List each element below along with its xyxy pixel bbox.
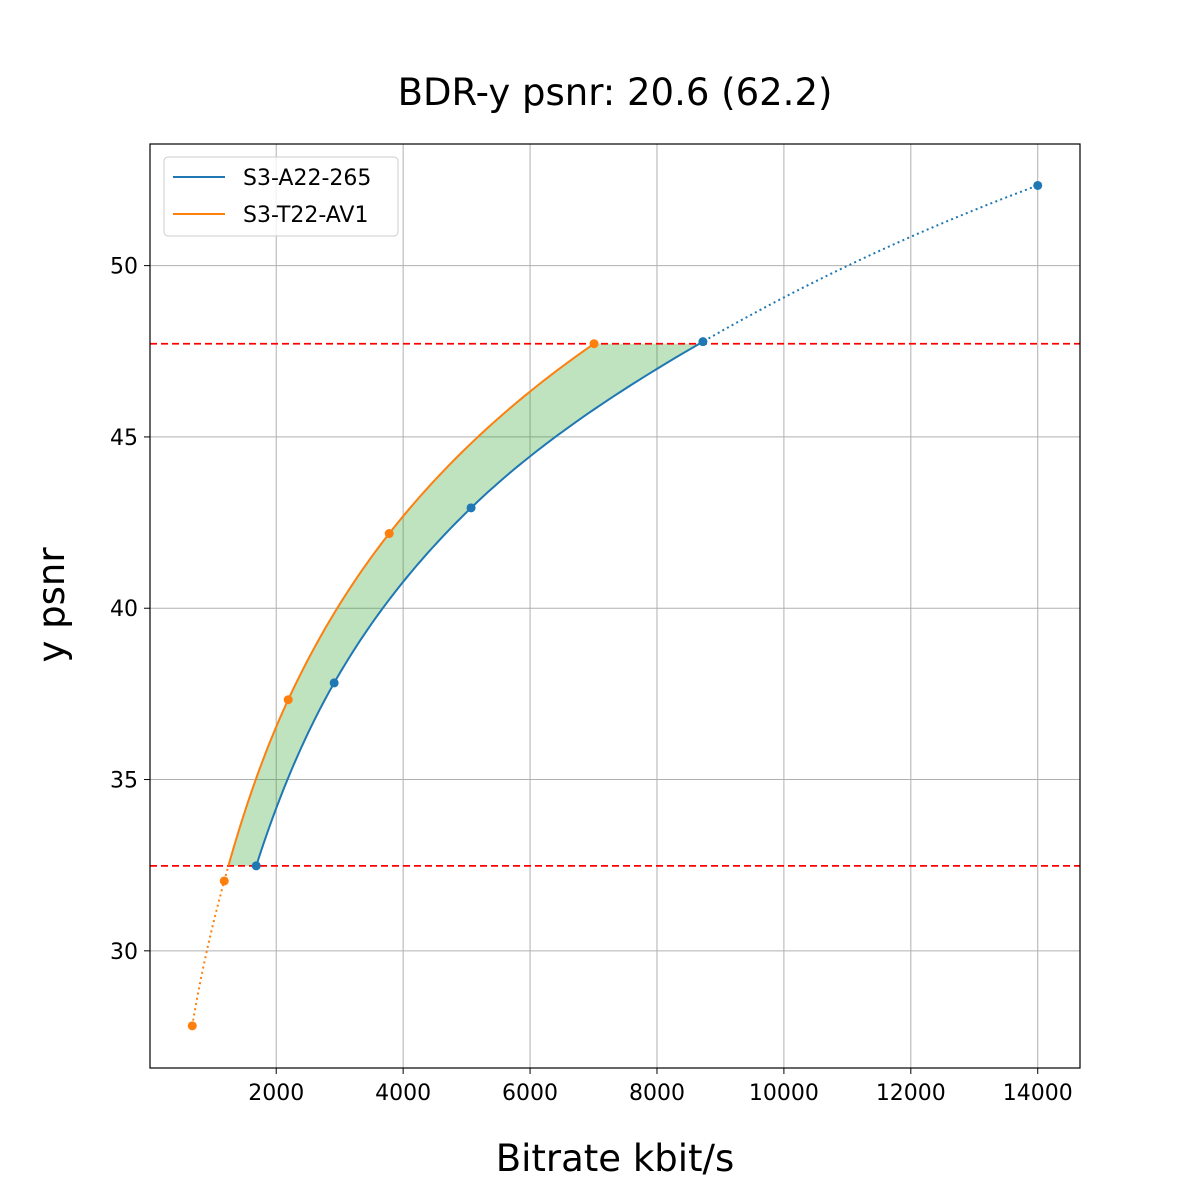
curves (191, 184, 1039, 1027)
y-axis-label: y psnr (30, 547, 73, 663)
data-point-s3-t22-av1 (187, 1021, 197, 1031)
x-tick-label: 10000 (749, 1081, 819, 1106)
curve-dotted-s3-t22-av1 (191, 865, 230, 1027)
legend-label-s3-a22-265: S3-A22-265 (243, 166, 371, 191)
data-points (187, 180, 1043, 1031)
data-point-s3-a22-265 (1033, 180, 1043, 190)
data-point-s3-a22-265 (329, 678, 339, 688)
data-point-s3-a22-265 (466, 503, 476, 513)
curve-dotted-s3-a22-265 (698, 184, 1039, 345)
x-tick-label: 6000 (502, 1081, 558, 1106)
data-point-s3-t22-av1 (384, 529, 394, 539)
x-axis-label: Bitrate kbit/s (496, 1137, 735, 1180)
x-tick-label: 4000 (375, 1081, 431, 1106)
ticks: 2000 4000 6000 8000 10000 12000 14000 30 35 40 45 5… (110, 255, 1073, 1106)
x-tick-label: 12000 (876, 1081, 946, 1106)
curve-s3-t22-av1 (227, 342, 595, 867)
plot-frame (149, 143, 1081, 1069)
legend: S3-A22-265 S3-T22-AV1 (163, 156, 399, 237)
y-tick-label: 45 (110, 426, 138, 451)
data-point-s3-a22-265 (251, 861, 261, 871)
y-tick-label: 30 (110, 940, 138, 965)
data-point-s3-a22-265 (698, 337, 708, 347)
y-tick-label: 35 (110, 769, 138, 794)
chart-title: BDR-y psnr: 20.6 (62.2) (398, 71, 833, 114)
curve-s3-a22-265 (255, 342, 700, 867)
x-tick-label: 8000 (629, 1081, 685, 1106)
y-tick-label: 40 (110, 597, 138, 622)
reference-lines (150, 342, 1080, 867)
data-point-s3-t22-av1 (219, 876, 229, 886)
x-tick-label: 14000 (1003, 1081, 1073, 1106)
x-tick-label: 2000 (248, 1081, 304, 1106)
data-point-s3-t22-av1 (283, 695, 293, 705)
y-tick-label: 50 (110, 255, 138, 280)
data-point-s3-t22-av1 (589, 339, 599, 349)
grid (150, 144, 1080, 1068)
legend-label-s3-t22-av1: S3-T22-AV1 (243, 203, 368, 228)
